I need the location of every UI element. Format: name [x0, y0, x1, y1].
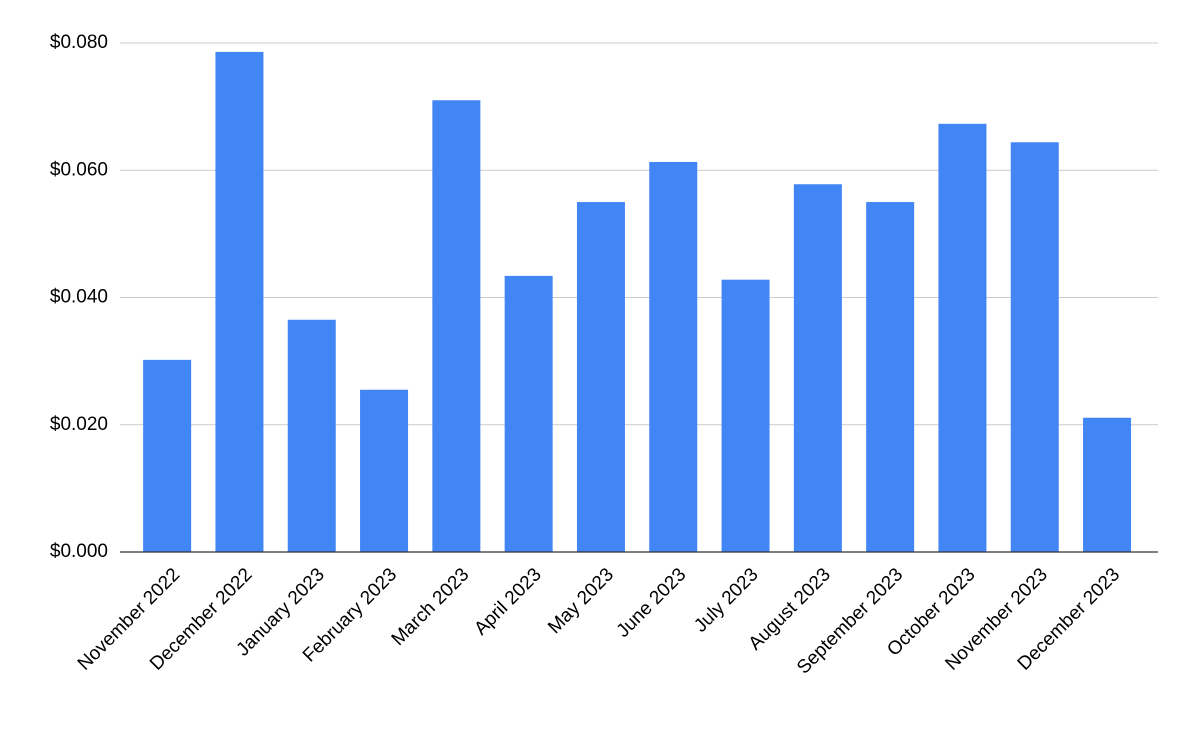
- y-tick-label: $0.020: [50, 414, 108, 435]
- bar: [143, 359, 192, 552]
- x-tick-label: June 2023: [613, 564, 691, 642]
- bar: [504, 275, 553, 552]
- bar: [1010, 142, 1059, 552]
- bar: [938, 123, 987, 553]
- bar: [866, 202, 915, 552]
- bar: [649, 161, 698, 552]
- y-tick-label: $0.060: [50, 159, 108, 180]
- bar: [215, 51, 264, 552]
- bar: [360, 389, 409, 552]
- bar: [793, 184, 842, 552]
- x-tick-label: July 2023: [690, 564, 762, 636]
- x-tick-label: May 2023: [544, 564, 618, 638]
- y-tick-label: $0.080: [50, 32, 108, 53]
- y-tick-label: $0.000: [50, 541, 108, 562]
- y-tick-label: $0.040: [50, 287, 108, 308]
- bar: [721, 279, 770, 552]
- x-tick-label: April 2023: [470, 564, 545, 639]
- bar: [576, 202, 625, 552]
- bar: [432, 100, 481, 552]
- bar: [287, 319, 336, 552]
- x-tick-label: March 2023: [388, 564, 474, 650]
- bar: [1083, 417, 1132, 552]
